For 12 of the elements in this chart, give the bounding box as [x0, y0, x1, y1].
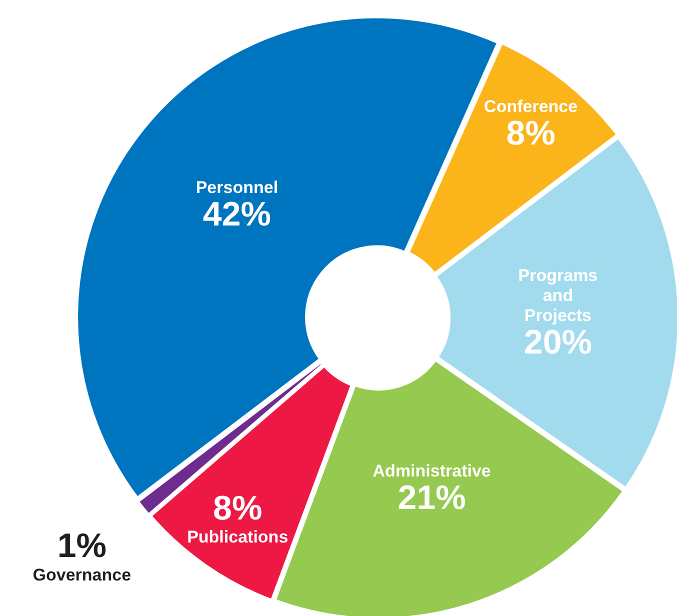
data-label: 1% — [57, 527, 106, 566]
slice-label: Programs and Projects — [518, 266, 598, 325]
data-label: 21% — [398, 479, 466, 518]
data-label: 8% — [506, 114, 556, 153]
slice-label: Governance — [32, 565, 132, 584]
slice-label: Publications — [187, 528, 288, 547]
data-label: 42% — [202, 196, 271, 234]
slice-label: Personnel — [196, 178, 278, 197]
slice-label: Conference — [484, 96, 578, 116]
data-label: 8% — [213, 489, 262, 528]
data-label: 20% — [524, 324, 592, 362]
slice-label: Administrative — [372, 461, 491, 480]
